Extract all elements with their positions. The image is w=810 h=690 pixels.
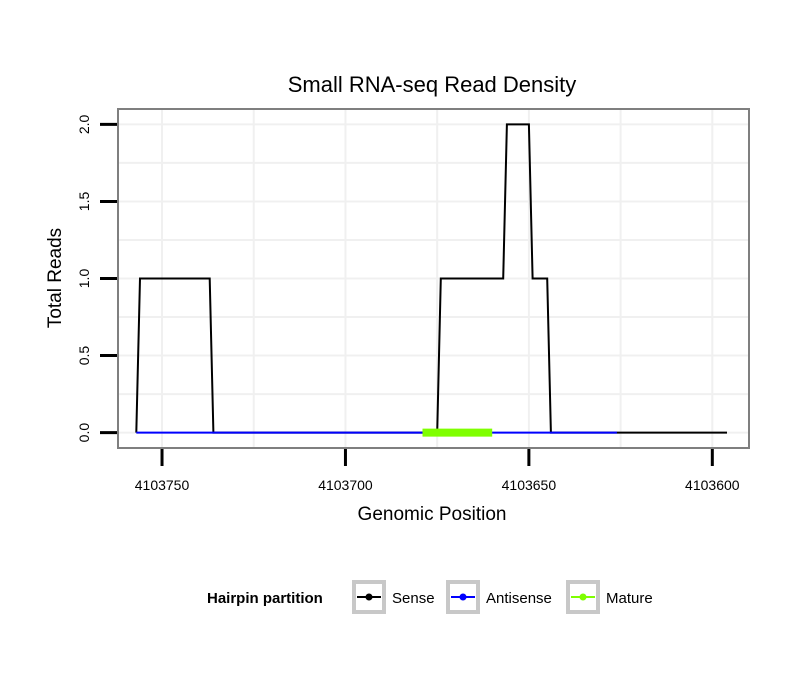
legend-key-point: [459, 593, 467, 601]
x-tick-label: 4103750: [135, 477, 190, 493]
x-axis: 4103750 4103700 4103650 4103600: [135, 449, 740, 493]
x-tick-label: 4103650: [502, 477, 557, 493]
legend: Hairpin partition Sense Antisense Mature: [207, 580, 653, 614]
series-layer: [135, 123, 727, 437]
x-axis-title: Genomic Position: [358, 504, 507, 525]
legend-title: Hairpin partition: [207, 590, 323, 607]
y-tick-label: 2.0: [76, 114, 92, 134]
legend-key-point: [579, 593, 587, 601]
y-axis: 0.0 0.5 1.0 1.5 2.0: [76, 114, 117, 442]
legend-label-antisense: Antisense: [486, 590, 552, 607]
legend-label-mature: Mature: [606, 590, 653, 607]
y-tick-label: 1.0: [76, 269, 92, 289]
legend-key-point: [365, 593, 373, 601]
x-tick-label: 4103600: [685, 477, 740, 493]
y-tick-label: 0.0: [76, 423, 92, 443]
y-tick-label: 0.5: [76, 346, 92, 366]
legend-label-sense: Sense: [392, 590, 435, 607]
y-axis-title: Total Reads: [45, 228, 66, 328]
chart-title: Small RNA-seq Read Density: [288, 72, 577, 97]
y-tick-label: 1.5: [76, 192, 92, 212]
plot-border: [117, 108, 750, 449]
x-tick-label: 4103700: [318, 477, 373, 493]
